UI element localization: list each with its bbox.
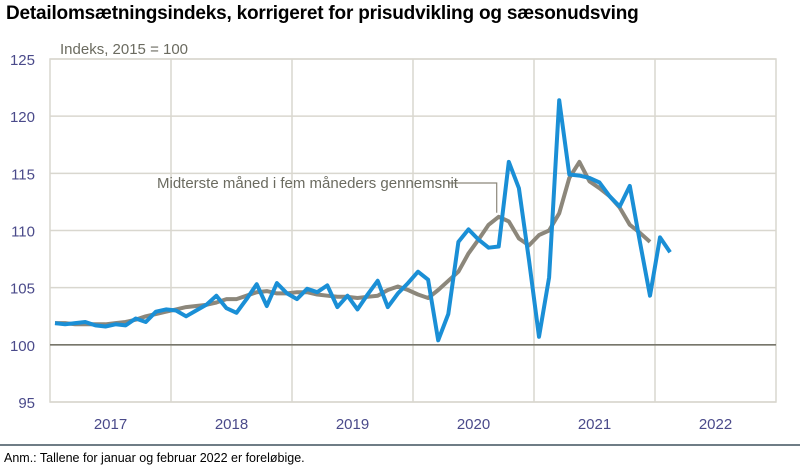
annotation-label: Midterste måned i fem måneders gennemsni…: [157, 175, 459, 192]
y-tick-label: 120: [10, 109, 35, 126]
y-tick-label: 100: [10, 338, 35, 355]
x-tick-label: 2017: [94, 416, 127, 433]
footnote: Anm.: Tallene for januar og februar 2022…: [4, 451, 305, 465]
y-tick-label: 125: [10, 52, 35, 69]
x-tick-label: 2021: [578, 416, 611, 433]
x-tick-label: 2019: [336, 416, 369, 433]
y-tick-label: 105: [10, 281, 35, 298]
y-axis-ticks: 95 100 105 110 115 120 125: [10, 52, 35, 412]
x-axis-ticks: 2017 2018 2019 2020 2021 2022: [94, 416, 732, 433]
footer-divider: [0, 444, 800, 446]
line-chart: 95 100 105 110 115 120 125 2017 2018 2019 2020 202…: [10, 41, 777, 433]
series-monthly-index-line: [54, 98, 672, 343]
x-tick-label: 2022: [699, 416, 732, 433]
chart-title: Detailomsætningsindeks, korrigeret for p…: [6, 3, 639, 24]
y-tick-label: 95: [18, 395, 35, 412]
annotation-leader-line: [448, 182, 498, 213]
y-axis-unit-label: Indeks, 2015 = 100: [60, 41, 188, 58]
x-tick-label: 2018: [215, 416, 248, 433]
y-tick-label: 115: [11, 166, 35, 183]
x-tick-label: 2020: [457, 416, 490, 433]
y-tick-label: 110: [11, 224, 35, 241]
gridlines: [49, 58, 777, 403]
